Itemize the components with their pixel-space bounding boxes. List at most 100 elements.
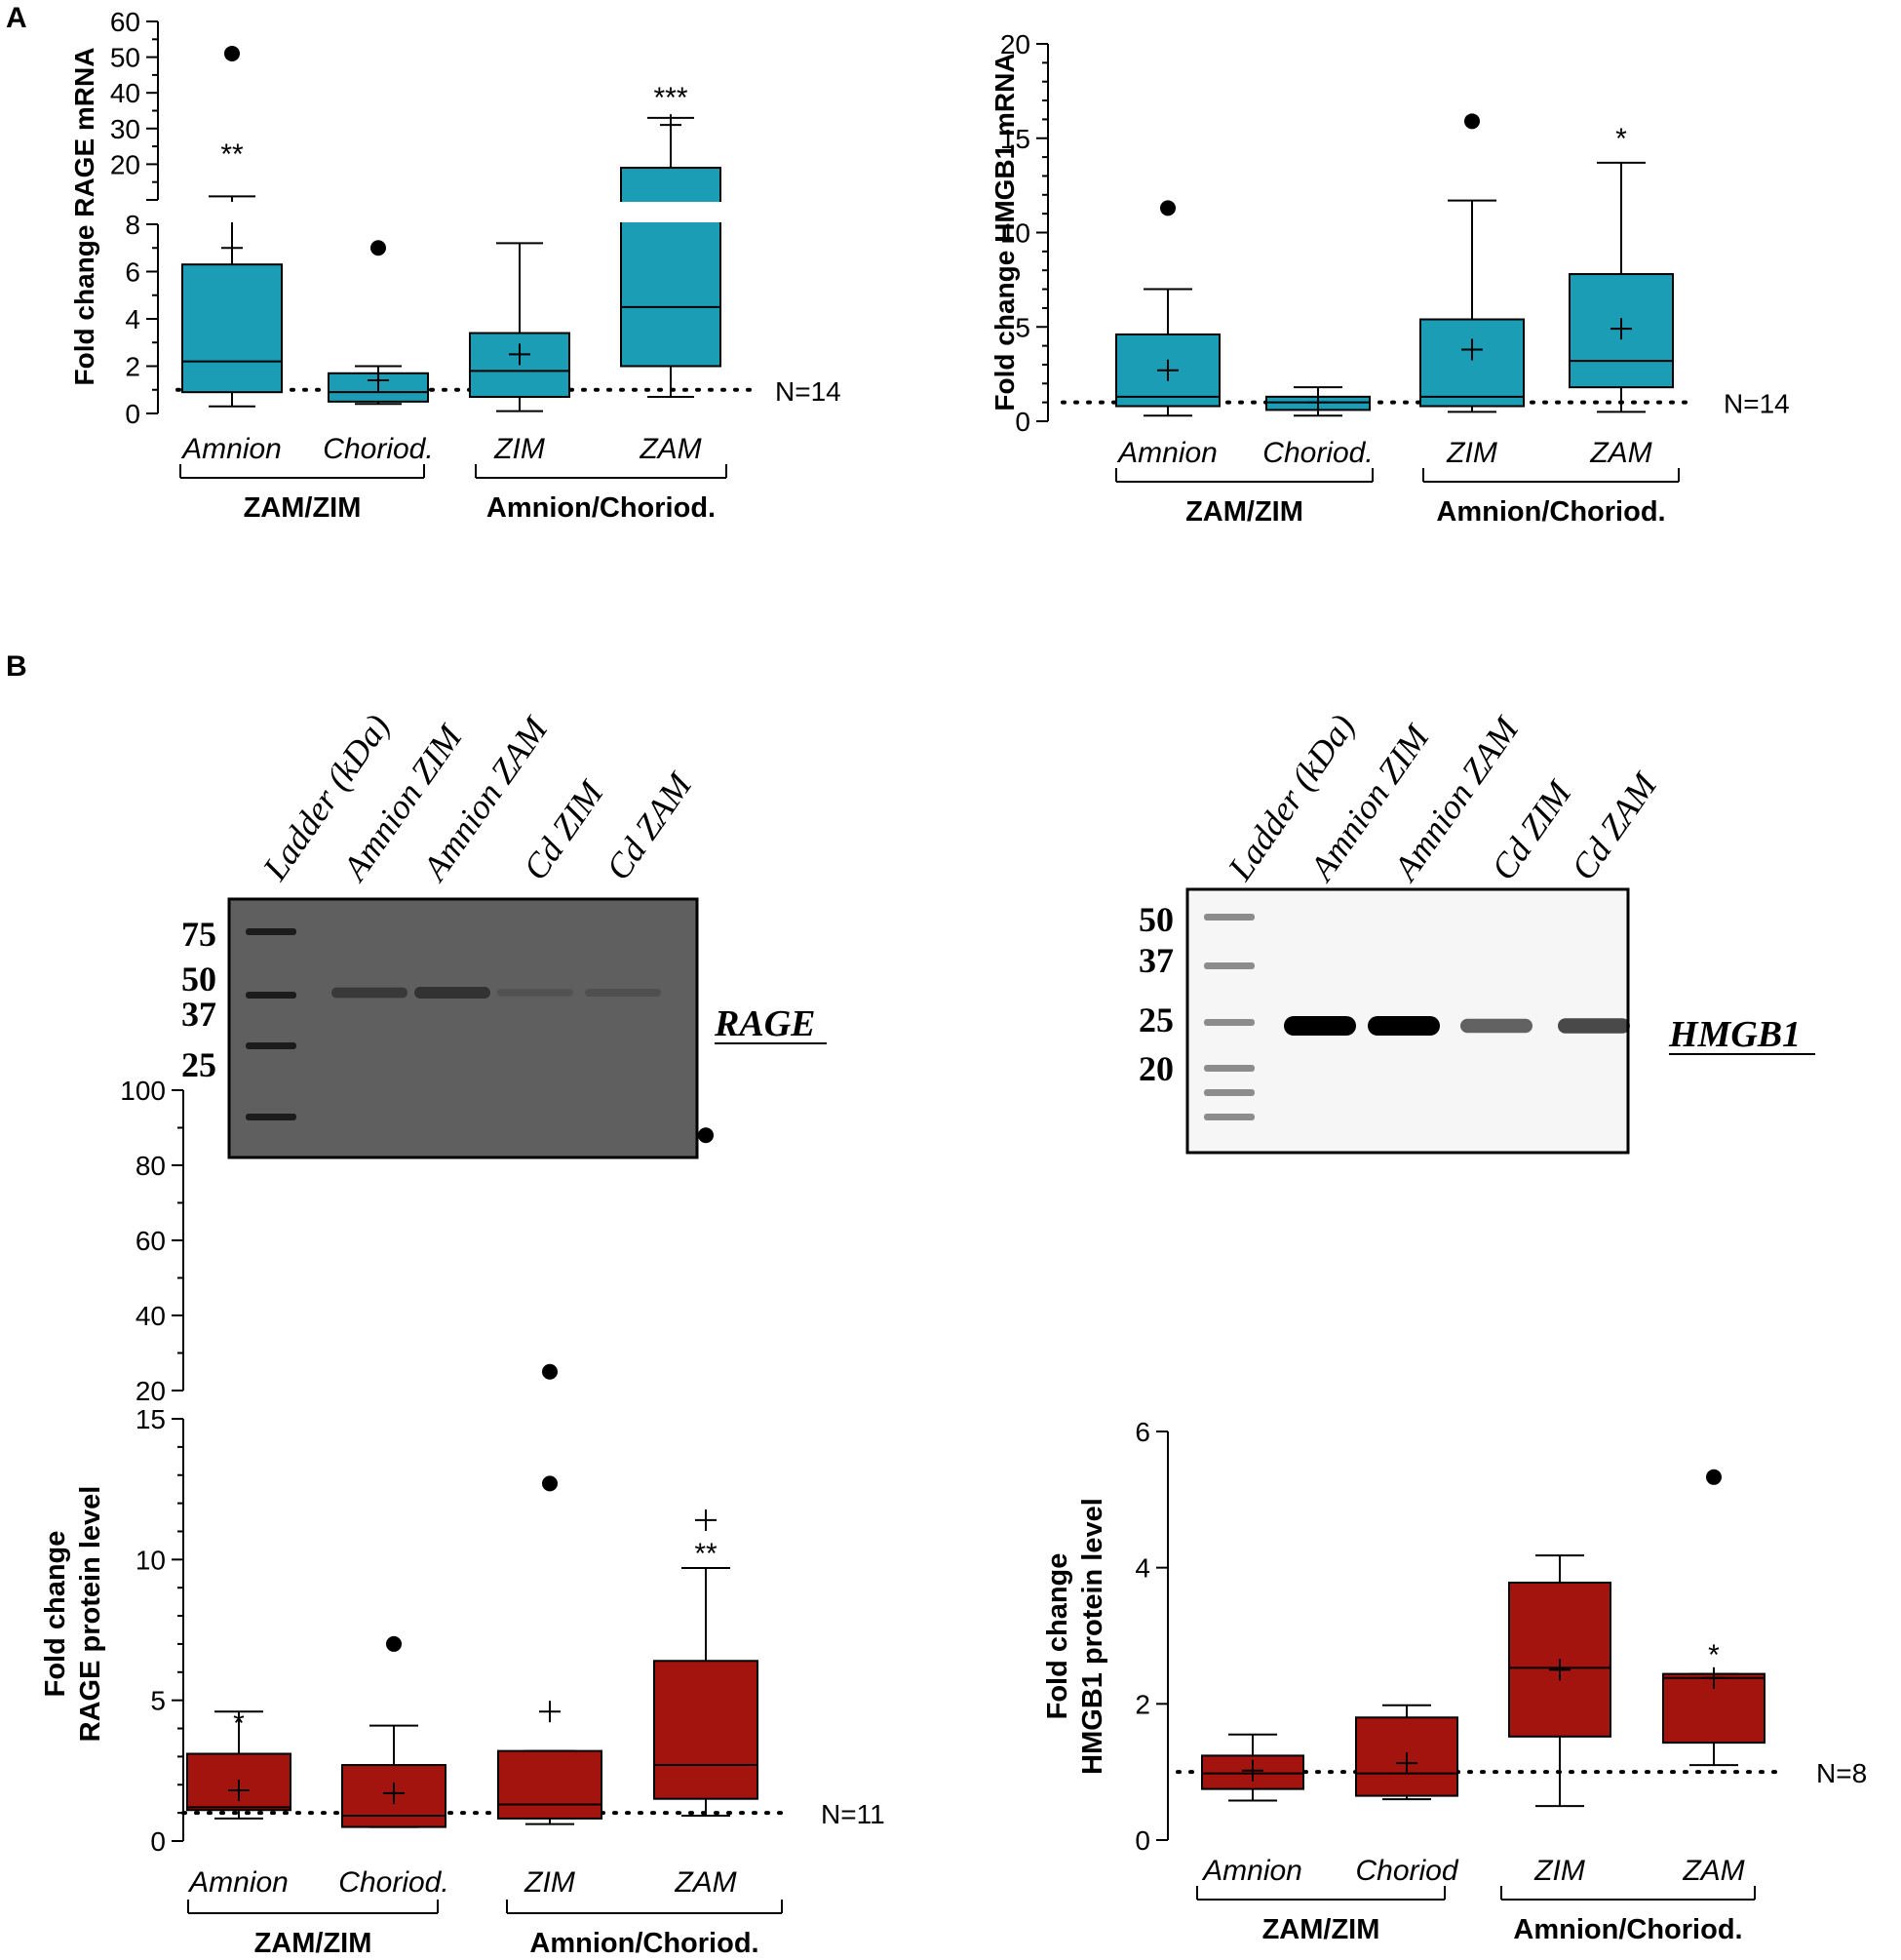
y-tick-label: 2 — [125, 352, 140, 382]
y-tick-label: 20 — [1000, 29, 1030, 59]
ladder-band — [1204, 962, 1255, 969]
y-axis-label: Fold change — [40, 1531, 71, 1698]
y-tick-label: 50 — [110, 43, 140, 73]
y-tick-label: 60 — [110, 7, 140, 37]
panel-label-b: B — [6, 650, 27, 683]
category-label: Choriod. — [323, 433, 433, 465]
y-tick-label: 0 — [1135, 1825, 1150, 1856]
outlier-point — [370, 240, 386, 256]
kda-marker: 25 — [1139, 1000, 1174, 1039]
category-label: Choriod — [1355, 1855, 1458, 1887]
box-Amnion — [1115, 200, 1221, 417]
box-Choriod. — [1265, 386, 1371, 417]
ladder-band — [1204, 1089, 1255, 1096]
protein-band — [331, 987, 407, 999]
box-Amnion: * — [186, 1707, 291, 1820]
y-tick-label: 6 — [125, 257, 140, 288]
significance-label: * — [1615, 123, 1627, 155]
protein-band — [1558, 1018, 1630, 1034]
kda-marker: 50 — [181, 960, 216, 999]
bracket-amnion-choriod: Amnion/Choriod. — [475, 464, 727, 524]
y-tick-label: 10 — [136, 1545, 166, 1575]
y-tick-label: 5 — [150, 1686, 166, 1716]
y-tick-label: 100 — [120, 1076, 166, 1106]
group-label: Amnion/Choriod. — [529, 1928, 758, 1959]
category-label: ZIM — [493, 433, 545, 465]
y-axis-label: RAGE protein level — [75, 1486, 106, 1743]
group-label: ZAM/ZIM — [1262, 1914, 1380, 1945]
box-iqr — [181, 263, 283, 394]
y-tick-label: 40 — [136, 1301, 166, 1331]
n-label: N=11 — [821, 1799, 885, 1829]
y-tick-label: 15 — [1000, 124, 1030, 154]
n-label: N=14 — [775, 376, 841, 407]
y-tick-label: 80 — [136, 1151, 166, 1181]
panel-label-a: A — [6, 2, 27, 34]
chart-rage_mrna: 0 2 4 6 8 20 30 40 50 60 Fold change RAGE mRNA N=14… — [69, 7, 841, 524]
ladder-band — [246, 928, 296, 935]
ladder-band — [1204, 1065, 1255, 1072]
box-iqr — [653, 1660, 758, 1800]
protein-band — [1284, 1016, 1356, 1036]
protein-band — [585, 988, 661, 998]
box-ZAM: ** — [653, 1127, 758, 1818]
outlier-point — [224, 45, 240, 61]
lane-label: Cd ZAM — [599, 764, 700, 886]
bracket-amnion-choriod: Amnion/Choriod. — [1422, 468, 1680, 528]
outlier-point — [1706, 1469, 1722, 1485]
protein-band — [414, 987, 490, 999]
y-tick-label: 10 — [1000, 218, 1030, 249]
y-tick-label: 60 — [136, 1226, 166, 1256]
box-iqr — [1419, 318, 1525, 408]
y-tick-label: 6 — [1135, 1417, 1150, 1447]
box-Choriod — [1355, 1704, 1458, 1801]
ladder-band — [246, 992, 296, 999]
box-iqr — [497, 1749, 602, 1820]
y-tick-label: 0 — [125, 399, 140, 429]
lane-label: Cd ZAM — [1564, 764, 1665, 886]
bracket-zam-zim: ZAM/ZIM — [1196, 1886, 1446, 1945]
y-tick-label: 4 — [125, 304, 140, 334]
ladder-band — [246, 1114, 296, 1120]
kda-marker: 75 — [181, 915, 216, 954]
category-label: ZIM — [1533, 1855, 1585, 1887]
axis-break-gap — [172, 202, 776, 222]
lane-label: Cd ZIM — [516, 772, 612, 886]
group-label: ZAM/ZIM — [1185, 496, 1303, 528]
category-label: Amnion — [1116, 437, 1218, 469]
category-label: ZIM — [1446, 437, 1497, 469]
protein-label: RAGE — [714, 1003, 815, 1044]
ladder-band — [1204, 914, 1255, 921]
significance-label: * — [233, 1707, 245, 1740]
category-label: ZIM — [524, 1866, 575, 1899]
category-label: ZAM — [674, 1866, 736, 1899]
outlier-point — [386, 1635, 402, 1652]
n-label: N=8 — [1816, 1758, 1867, 1788]
outlier-point — [1464, 113, 1480, 130]
category-label: Choriod. — [338, 1866, 448, 1899]
kda-marker: 20 — [1139, 1049, 1174, 1088]
box-iqr — [620, 167, 721, 368]
chart-hmgb1_protein: 0 2 4 6 Fold change HMGB1 protein level N=8 * Am… — [1042, 1417, 1867, 1945]
box-Amnion — [1201, 1733, 1304, 1802]
blot-membrane — [227, 897, 699, 1159]
box-ZAM: * — [1662, 1469, 1765, 1767]
box-ZIM — [497, 1363, 602, 1825]
significance-label: ** — [220, 138, 244, 171]
kda-marker: 25 — [181, 1045, 216, 1084]
box-ZIM — [469, 242, 570, 412]
category-label: ZAM — [1589, 437, 1651, 469]
y-axis-label: Fold change — [1042, 1553, 1073, 1720]
ladder-band — [1204, 1019, 1255, 1026]
protein-band — [1460, 1018, 1532, 1034]
kda-marker: 37 — [181, 995, 216, 1034]
outlier-point — [698, 1127, 714, 1144]
category-label: Choriod. — [1262, 437, 1373, 469]
protein-label: HMGB1 — [1668, 1014, 1801, 1055]
group-label: Amnion/Choriod. — [1513, 1914, 1742, 1945]
box-Choriod. — [328, 240, 429, 406]
significance-label: * — [1708, 1639, 1720, 1671]
